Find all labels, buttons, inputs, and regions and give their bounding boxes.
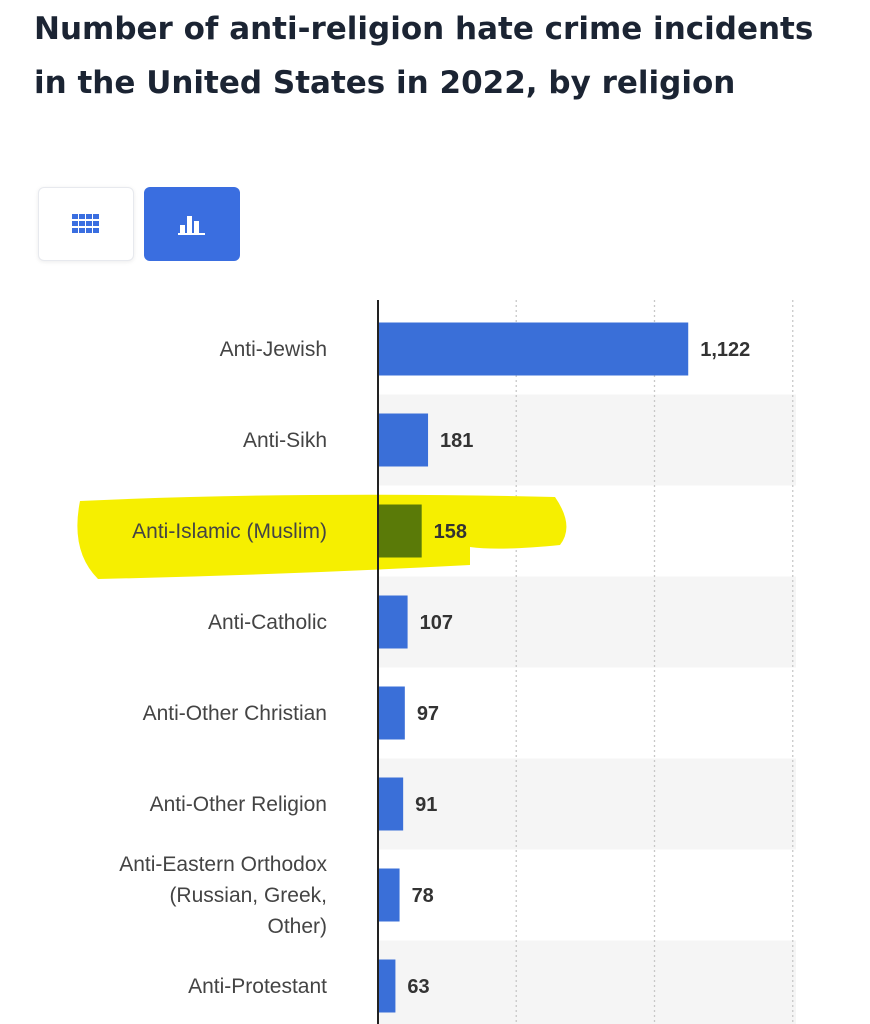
grid-icon (72, 214, 99, 233)
value-label: 63 (407, 976, 429, 998)
category-label: Other) (267, 915, 327, 938)
chart-view-button[interactable] (144, 187, 240, 261)
category-label: Anti-Other Religion (150, 793, 327, 816)
category-label: Anti-Other Christian (143, 702, 327, 725)
value-label: 181 (440, 430, 473, 452)
table-view-button[interactable] (38, 187, 134, 261)
category-label: Anti-Sikh (243, 429, 327, 452)
bar (378, 504, 422, 558)
value-label: 1,122 (700, 339, 750, 361)
category-label: Anti-Jewish (220, 338, 327, 361)
bar (378, 322, 689, 376)
value-label: 78 (412, 885, 434, 907)
value-label: 158 (434, 521, 467, 543)
bar (378, 595, 408, 649)
bar (378, 777, 404, 831)
category-label: Anti-Islamic (Muslim) (132, 520, 327, 543)
category-label: (Russian, Greek, (169, 884, 327, 907)
category-label: Anti-Eastern Orthodox (119, 853, 327, 876)
highlight-marker (77, 494, 567, 579)
row-band (378, 758, 796, 850)
bar-chart: 1,122 Anti-Jewish 181 Anti-Sikh 158 Anti-Isla… (77, 300, 796, 1024)
value-label: 107 (420, 612, 453, 634)
bar (378, 413, 429, 467)
row-band (378, 576, 796, 668)
value-label: 97 (417, 703, 439, 725)
value-label: 91 (415, 794, 437, 816)
category-label: Anti-Catholic (208, 611, 327, 634)
bar (378, 868, 400, 922)
bar (378, 686, 405, 740)
category-label: Anti-Protestant (188, 975, 327, 998)
chart-title: Number of anti-religion hate crime incid… (34, 11, 814, 101)
bar-chart-icon (178, 216, 205, 235)
bar (378, 959, 396, 1013)
row-band (378, 940, 796, 1024)
row-band (378, 394, 796, 486)
